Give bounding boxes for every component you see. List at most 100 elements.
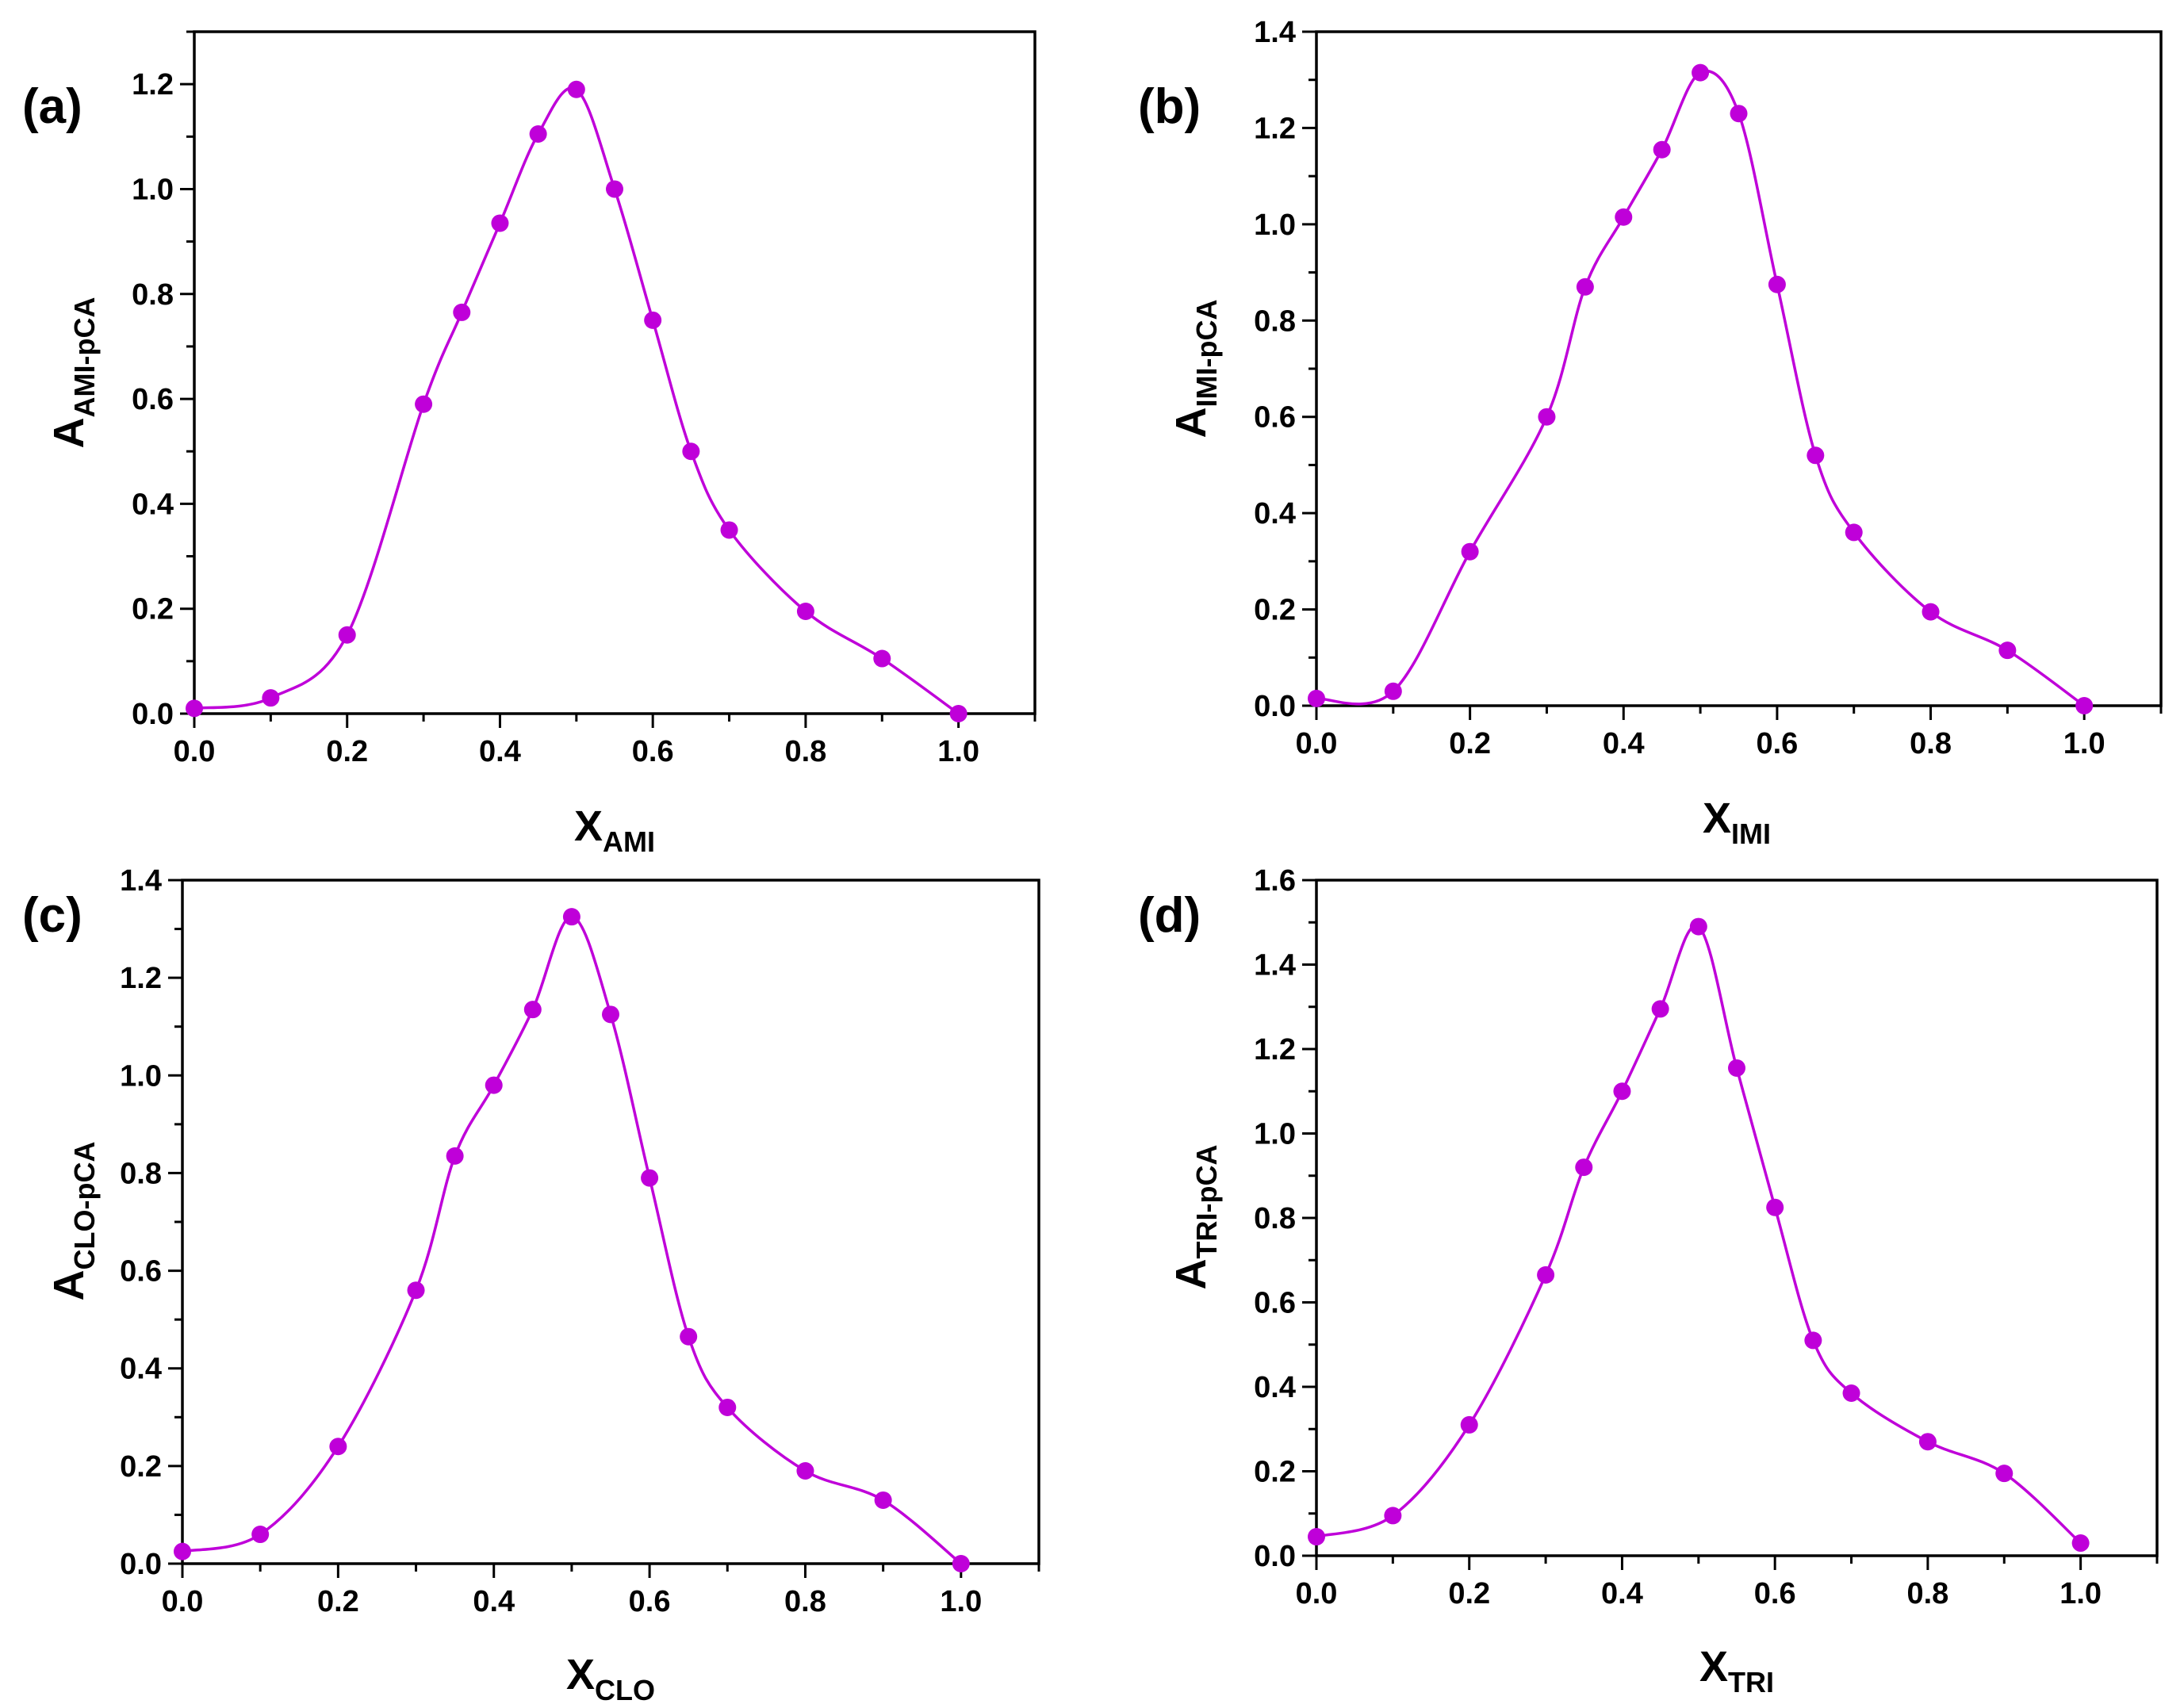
chart-panel-3: 0.0 0.2 0.4 0.6 0.8 1.0 0.0 0.2 0.4 0.6 0.8 1.0 1.2 1… (1138, 864, 2159, 1698)
data-point (174, 1542, 191, 1560)
data-point (1918, 1433, 1937, 1451)
data-point (1995, 1465, 2013, 1483)
data-point (1576, 278, 1594, 296)
data-point (186, 699, 203, 718)
data-point (1384, 682, 1402, 700)
y-axis-title: ATRI-pCA (1167, 1145, 1223, 1290)
y-tick-label: 0.2 (132, 593, 174, 626)
x-tick-label: 0.2 (1449, 727, 1491, 760)
data-point (338, 626, 356, 644)
data-point (329, 1438, 347, 1456)
x-tick-label: 0.6 (632, 735, 674, 768)
y-tick-label: 1.4 (1254, 949, 1296, 982)
data-point (1384, 1507, 1402, 1525)
y-tick-label: 0.6 (132, 383, 174, 416)
x-tick-label: 0.0 (1296, 1577, 1338, 1610)
data-point (1768, 275, 1786, 293)
data-point (2075, 697, 2094, 714)
series-line (193, 86, 960, 715)
plot-frame (181, 879, 1040, 1565)
y-tick-label: 0.2 (1254, 594, 1296, 627)
x-tick-label: 0.4 (479, 735, 521, 768)
data-point (1575, 1158, 1593, 1177)
chart-panel-2: 0.0 0.2 0.4 0.6 0.8 1.0 0.0 0.2 0.4 0.6 0.8 1.0 1.2 1… (22, 864, 1040, 1704)
x-tick-label: 1.0 (937, 735, 979, 768)
data-point (952, 1555, 970, 1572)
y-tick-label: 0.0 (1254, 690, 1296, 723)
x-tick-label: 0.6 (1754, 1577, 1796, 1610)
data-point (602, 1005, 619, 1024)
y-tick-label: 1.2 (1254, 1033, 1296, 1066)
data-point (1842, 1384, 1860, 1402)
x-tick-label: 0.6 (1756, 727, 1798, 760)
data-point (641, 1169, 659, 1187)
y-tick-label: 0.8 (1254, 304, 1296, 338)
y-tick-label: 1.0 (1254, 1118, 1296, 1151)
data-point (1537, 1266, 1555, 1284)
y-tick-label: 1.0 (1254, 209, 1296, 242)
data-point (1613, 1082, 1631, 1101)
data-point (644, 311, 662, 329)
data-point (485, 1076, 503, 1094)
x-tick-label: 0.4 (1601, 1577, 1643, 1610)
chart-panel-0: 0.0 0.2 0.4 0.6 0.8 1.0 0.0 0.2 0.4 0.6 0.8 1.0 1.2 (… (22, 30, 1036, 858)
y-tick-label: 0.8 (1254, 1202, 1296, 1235)
panel-label: (c) (22, 888, 82, 943)
data-point (1730, 105, 1748, 123)
data-point (251, 1526, 270, 1544)
y-axis-title: ACLO-pCA (45, 1142, 101, 1301)
x-tick-label: 0.0 (1296, 727, 1338, 760)
chart-panel-1: 0.0 0.2 0.4 0.6 0.8 1.0 0.0 0.2 0.4 0.6 0.8 1.0 1.2 1… (1138, 16, 2163, 850)
data-point (453, 303, 471, 321)
data-point (2071, 1534, 2090, 1553)
x-axis-title: XIMI (1703, 795, 1771, 850)
data-point (407, 1281, 425, 1300)
y-tick-label: 1.0 (132, 173, 174, 206)
panel-label: (d) (1138, 888, 1201, 943)
x-tick-label: 0.2 (317, 1585, 359, 1618)
x-tick-label: 0.6 (629, 1585, 671, 1618)
data-point (1804, 1331, 1822, 1350)
data-point (1998, 641, 2017, 660)
y-tick-label: 0.4 (1254, 497, 1296, 530)
x-tick-label: 0.8 (784, 1585, 826, 1618)
data-point (718, 1398, 737, 1416)
y-tick-label: 1.6 (1254, 864, 1296, 898)
y-tick-label: 0.8 (132, 278, 174, 312)
y-tick-label: 0.4 (120, 1353, 162, 1386)
y-tick-label: 0.0 (1254, 1540, 1296, 1573)
y-tick-label: 1.4 (1254, 16, 1296, 49)
x-tick-label: 0.4 (1603, 727, 1645, 760)
y-tick-label: 0.4 (1254, 1371, 1296, 1404)
x-tick-label: 0.4 (473, 1585, 515, 1618)
x-tick-label: 0.0 (162, 1585, 204, 1618)
x-axis-title: XAMI (574, 802, 655, 858)
data-point (491, 214, 509, 232)
y-tick-label: 0.6 (120, 1255, 162, 1289)
data-point (262, 689, 280, 707)
data-point (1692, 63, 1710, 82)
data-point (523, 1001, 542, 1019)
data-point (1807, 446, 1825, 465)
data-point (415, 395, 433, 413)
x-tick-label: 0.2 (1448, 1577, 1490, 1610)
data-point (1615, 208, 1633, 226)
data-point (1689, 917, 1707, 936)
data-point (1766, 1198, 1784, 1216)
y-tick-label: 0.0 (120, 1548, 162, 1581)
y-tick-label: 1.4 (120, 864, 162, 898)
x-tick-label: 1.0 (2063, 727, 2105, 760)
y-axis-title: AAMI-pCA (45, 297, 101, 449)
series-line (182, 915, 962, 1565)
data-point (1728, 1059, 1745, 1077)
data-point (1461, 542, 1479, 561)
plot-frame (193, 30, 1036, 715)
x-tick-label: 1.0 (2059, 1577, 2102, 1610)
y-tick-label: 0.8 (120, 1157, 162, 1190)
data-point (1845, 523, 1863, 542)
data-point (1651, 1000, 1669, 1018)
x-tick-label: 0.0 (174, 735, 216, 768)
x-tick-label: 0.8 (784, 735, 826, 768)
x-tick-label: 0.2 (326, 735, 368, 768)
